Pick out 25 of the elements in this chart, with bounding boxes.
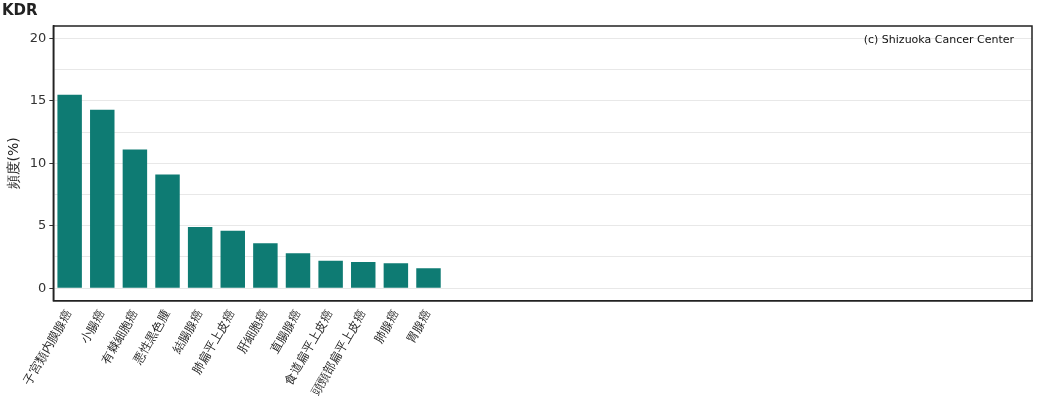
y-tick-label: 10 <box>29 154 47 170</box>
bar <box>285 253 311 288</box>
y-tick-label: 20 <box>29 29 47 45</box>
y-axis-title: 頻度(%) <box>5 137 22 190</box>
bar <box>57 94 82 288</box>
x-tick-label: 肝細胞癌 <box>234 307 271 356</box>
annotation: (c) Shizuoka Cancer Center <box>863 33 1015 47</box>
bar <box>90 109 115 288</box>
y-tick-label: 15 <box>29 92 47 108</box>
bar <box>383 263 409 288</box>
y-tick-label: 5 <box>38 217 47 233</box>
bar <box>122 149 148 288</box>
chart-title: KDR <box>2 0 39 19</box>
bar <box>416 268 441 288</box>
x-tick-label: 子宮類内膜腺癌 <box>20 307 75 388</box>
x-tick-label: 胃腺癌 <box>403 307 434 346</box>
x-tick-label: 肺腺癌 <box>371 307 402 346</box>
bar <box>220 230 245 288</box>
y-tick-label: 0 <box>38 279 47 295</box>
bar <box>318 260 343 288</box>
bar <box>187 227 213 288</box>
bar <box>253 243 278 288</box>
x-tick-label: 小腸癌 <box>77 307 108 346</box>
bar <box>351 261 376 288</box>
bar <box>155 174 180 288</box>
